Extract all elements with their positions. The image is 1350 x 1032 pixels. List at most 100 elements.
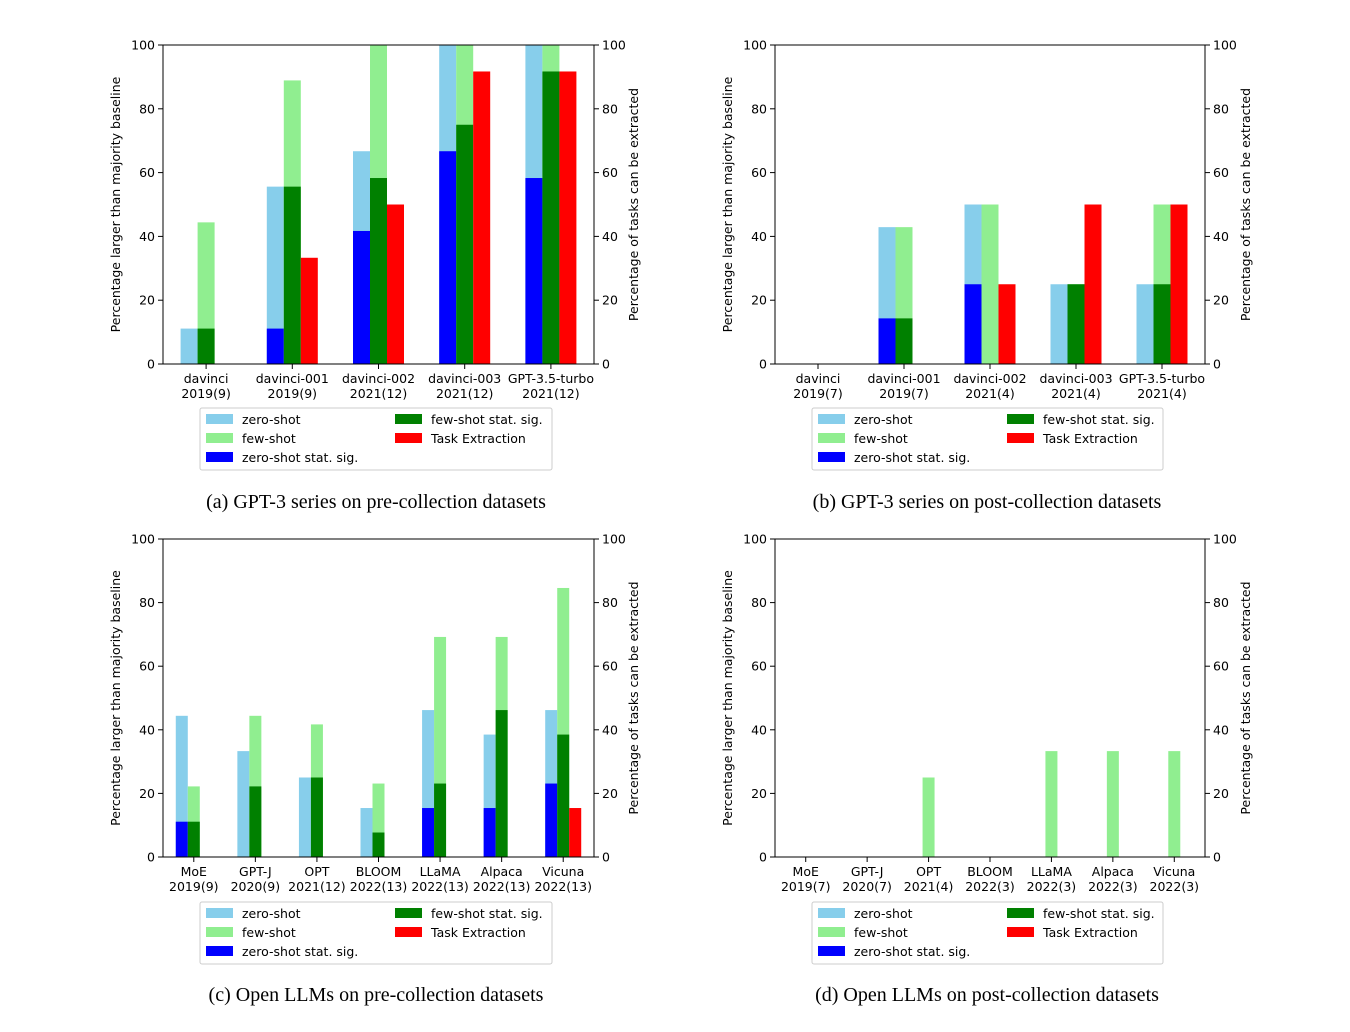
bar-zero-shot-2 <box>237 751 250 857</box>
bar-few-shot-stat-sig--4 <box>1067 284 1085 364</box>
y-tick-label-right: 60 <box>602 659 618 674</box>
x-tick-label-line: Alpaca <box>1092 864 1134 879</box>
y-tick-label-right: 100 <box>1213 532 1237 547</box>
x-tick-label-line: LLaMA <box>1031 864 1072 879</box>
x-tick-label-line: 2022(13) <box>350 879 407 894</box>
legend-swatch <box>1007 433 1034 443</box>
legend-swatch <box>818 452 845 462</box>
legend-swatch <box>206 452 233 462</box>
bar-few-shot-stat-sig--2 <box>283 186 301 364</box>
legend-label: zero-shot <box>854 906 913 921</box>
legend-label: Task Extraction <box>1042 925 1138 940</box>
y-axis-title-left: Percentage larger than majority baseline <box>108 570 123 826</box>
x-tick-label: GPT-J 2020(9) <box>231 864 281 894</box>
y-tick-label-right: 20 <box>1213 293 1229 308</box>
x-tick-label: GPT-3.5-turbo 2021(4) <box>1119 371 1205 401</box>
x-tick-label: GPT-3.5-turbo 2021(12) <box>508 371 594 401</box>
y-tick-label-left: 60 <box>139 165 155 180</box>
x-tick-label-line: davinci-003 <box>428 371 501 386</box>
x-tick-label-line: 2019(9) <box>169 879 219 894</box>
legend-label: few-shot stat. sig. <box>1043 412 1155 427</box>
legend-label: Task Extraction <box>1042 431 1138 446</box>
x-tick-label: davinci 2019(7) <box>793 371 843 401</box>
x-tick-label-line: BLOOM <box>356 864 402 879</box>
x-tick-label-line: 2021(12) <box>522 386 579 401</box>
y-tick-label-left: 40 <box>751 722 767 737</box>
legend-label: few-shot stat. sig. <box>1043 906 1155 921</box>
bar-task-extraction-2 <box>300 257 318 364</box>
y-axis-title-left: Percentage larger than majority baseline <box>720 570 735 826</box>
y-tick-label-right: 100 <box>602 38 626 53</box>
bar-zero-shot-stat-sig--5 <box>525 178 543 364</box>
bar-zero-shot-stat-sig--3 <box>964 284 982 364</box>
legend-swatch <box>818 908 845 918</box>
legend-swatch <box>395 927 422 937</box>
y-tick-label-right: 40 <box>602 722 618 737</box>
bar-task-extraction-4 <box>1084 204 1102 364</box>
y-tick-label-right: 20 <box>602 786 618 801</box>
y-tick-label-left: 0 <box>759 357 767 372</box>
y-tick-label-left: 80 <box>139 101 155 116</box>
y-tick-label-left: 20 <box>751 293 767 308</box>
legend-swatch <box>395 433 422 443</box>
x-tick-label-line: LLaMA <box>420 864 461 879</box>
x-tick-label-line: 2019(9) <box>181 386 231 401</box>
legend-label: few-shot stat. sig. <box>431 906 543 921</box>
x-tick-label-line: 2022(3) <box>1027 879 1077 894</box>
x-tick-label: OPT 2021(12) <box>288 864 345 894</box>
legend-swatch <box>818 414 845 424</box>
y-tick-label-right: 80 <box>1213 101 1229 116</box>
x-tick-label: davinci-003 2021(4) <box>1039 371 1112 401</box>
x-tick-label: davinci-002 2021(4) <box>953 371 1026 401</box>
legend-box <box>811 407 1164 471</box>
legend-label: zero-shot <box>242 412 301 427</box>
bar-few-shot-3 <box>981 204 999 364</box>
x-tick-label-line: BLOOM <box>967 864 1013 879</box>
bar-few-shot-stat-sig--3 <box>310 777 323 857</box>
x-tick-label: Vicuna 2022(3) <box>1150 864 1200 894</box>
bar-zero-shot-4 <box>1050 284 1068 364</box>
y-tick-label-left: 100 <box>131 38 155 53</box>
bar-few-shot-stat-sig--5 <box>1153 284 1171 364</box>
bar-zero-shot-stat-sig--1 <box>175 821 188 857</box>
bar-zero-shot-4 <box>360 808 373 857</box>
y-tick-label-right: 40 <box>1213 229 1229 244</box>
x-tick-label-line: davinci <box>796 371 841 386</box>
x-tick-label-line: 2022(3) <box>1088 879 1138 894</box>
bar-zero-shot-stat-sig--6 <box>483 808 496 857</box>
y-axis-title-left: Percentage larger than majority baseline <box>720 76 735 332</box>
legend-swatch <box>206 927 233 937</box>
bar-zero-shot-stat-sig--2 <box>878 318 896 364</box>
x-tick-label: Alpaca 2022(3) <box>1088 864 1138 894</box>
bar-few-shot-3 <box>922 777 935 857</box>
y-axis-title-right: Percentage of tasks can be extracted <box>1238 581 1253 814</box>
x-tick-label-line: 2021(4) <box>1137 386 1187 401</box>
legend-box <box>811 901 1164 965</box>
y-tick-label-right: 100 <box>602 532 626 547</box>
legend-label: Task Extraction <box>430 925 526 940</box>
bar-few-shot-stat-sig--2 <box>895 318 913 364</box>
x-tick-label-line: davinci <box>184 371 229 386</box>
legend-label: zero-shot <box>242 906 301 921</box>
bar-task-extraction-5 <box>1170 204 1188 364</box>
bar-task-extraction-3 <box>387 204 404 364</box>
y-tick-label-left: 0 <box>759 850 767 865</box>
y-tick-label-right: 80 <box>602 595 618 610</box>
y-tick-label-right: 100 <box>1213 38 1237 53</box>
legend-swatch <box>206 433 233 443</box>
bar-few-shot-6 <box>1106 751 1119 857</box>
x-tick-label-line: 2021(12) <box>288 879 345 894</box>
x-tick-label-line: davinci-003 <box>1039 371 1112 386</box>
y-tick-label-right: 20 <box>1213 786 1229 801</box>
bar-task-extraction-4 <box>473 71 491 365</box>
y-axis-title-right: Percentage of tasks can be extracted <box>1238 88 1253 321</box>
bar-zero-shot-stat-sig--2 <box>266 328 284 364</box>
x-tick-label: davinci 2019(9) <box>181 371 231 401</box>
legend-swatch <box>206 946 233 956</box>
bar-few-shot-stat-sig--5 <box>434 783 447 857</box>
x-tick-label-line: 2020(9) <box>231 879 281 894</box>
x-tick-label-line: 2019(7) <box>879 386 929 401</box>
legend-label: few-shot <box>854 431 908 446</box>
